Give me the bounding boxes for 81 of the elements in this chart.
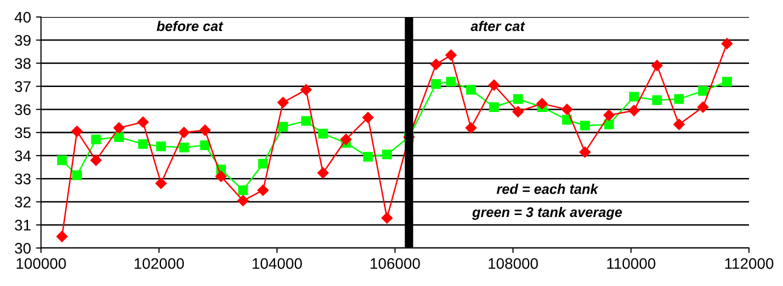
point (71, 126, 83, 137)
point (237, 195, 249, 206)
x-tick-label: 104000 (252, 258, 302, 269)
y-tick-label: 32 (14, 196, 31, 208)
point (382, 150, 392, 160)
y-tick-label: 40 (14, 12, 31, 23)
point (446, 76, 456, 87)
point (604, 120, 614, 130)
point (340, 134, 352, 146)
annotation: red = each tank (496, 184, 599, 194)
annotation: before cat (156, 20, 224, 32)
point (258, 158, 268, 169)
x-tick-label: 100000 (16, 258, 66, 269)
point (512, 106, 524, 118)
point (673, 118, 685, 130)
point (317, 167, 329, 179)
point (301, 116, 311, 126)
x-tick-label: 102000 (134, 258, 184, 269)
point (363, 152, 373, 162)
point (277, 96, 289, 108)
y-tick-label: 36 (14, 104, 31, 116)
point (674, 94, 684, 104)
point (362, 112, 374, 124)
point (628, 104, 640, 116)
point (381, 212, 393, 224)
point (489, 102, 499, 112)
point (215, 170, 227, 182)
point (513, 94, 523, 104)
point (179, 142, 189, 152)
point (722, 76, 732, 87)
point (698, 86, 708, 96)
point (561, 104, 573, 116)
point (57, 155, 67, 166)
point (199, 124, 211, 136)
point (238, 185, 248, 196)
point (178, 126, 190, 138)
y-tick-label: 39 (14, 34, 31, 46)
y-tick-label: 33 (14, 174, 31, 184)
point (318, 128, 328, 139)
point (579, 146, 591, 158)
x-tick-label: 106000 (370, 258, 420, 269)
annotation: after cat (470, 20, 526, 32)
point (72, 170, 82, 180)
point (278, 122, 288, 132)
point (114, 132, 124, 142)
y-tick-label: 34 (14, 150, 31, 162)
y-tick-label: 38 (14, 58, 31, 69)
point (465, 122, 477, 134)
x-tick-label: 108000 (488, 258, 538, 269)
x-tick-label: 110000 (607, 258, 656, 269)
y-tick-label: 35 (14, 127, 31, 138)
point (155, 178, 167, 189)
point (113, 122, 125, 134)
point (300, 84, 312, 96)
y-tick-label: 37 (14, 81, 31, 92)
point (138, 139, 148, 149)
point (200, 140, 210, 150)
point (466, 84, 476, 95)
point (697, 101, 709, 113)
point (445, 50, 457, 61)
point (721, 38, 733, 50)
point (629, 92, 639, 102)
y-tick-label: 31 (14, 220, 31, 231)
point (652, 95, 662, 106)
annotation: green = 3 tank average (472, 206, 622, 220)
point (137, 116, 149, 128)
x-tick-label: 112000 (725, 258, 774, 269)
point (562, 114, 572, 125)
point (431, 79, 441, 89)
point (603, 110, 615, 121)
point (488, 80, 500, 91)
point (257, 184, 269, 196)
point (651, 60, 663, 72)
point (580, 120, 590, 130)
point (56, 230, 68, 242)
point (91, 134, 101, 144)
point (90, 154, 102, 166)
point (536, 98, 548, 110)
point (430, 58, 442, 70)
point (156, 142, 166, 152)
y-tick-label: 30 (14, 242, 31, 254)
